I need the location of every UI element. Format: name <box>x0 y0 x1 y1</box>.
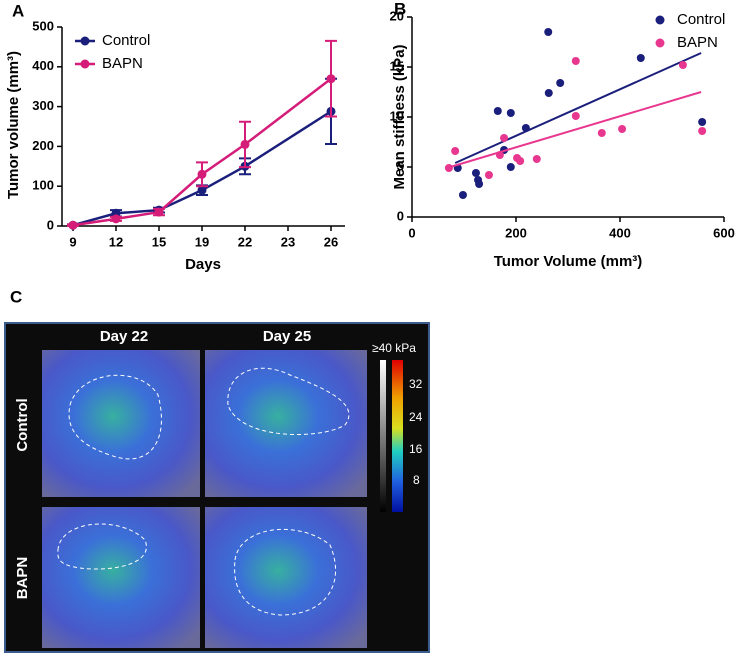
legend-marker <box>80 36 90 46</box>
data-point <box>698 127 707 135</box>
y-tick-label: 0 <box>397 208 404 223</box>
row-label: BAPN <box>14 557 31 600</box>
image-panel: C Day 22 Day 25 Control BAPN ≥40 kPa 32 … <box>4 287 430 653</box>
y-tick-label: 10 <box>390 108 404 123</box>
legend-marker <box>655 15 665 25</box>
panel-label: C <box>10 287 22 306</box>
data-point <box>240 139 250 149</box>
series-line <box>72 110 332 227</box>
colorbar-tick: 32 <box>409 377 423 391</box>
tumor-outline <box>68 374 162 460</box>
data-point <box>597 129 606 137</box>
x-axis-label: Days <box>185 256 221 273</box>
colorbar-tick: 16 <box>409 442 423 456</box>
y-tick-label: 5 <box>397 158 404 173</box>
grayscale-bar <box>380 360 386 512</box>
panel-label: A <box>12 1 24 20</box>
data-point <box>544 28 553 36</box>
data-point <box>197 185 207 195</box>
y-tick-label: 500 <box>32 18 54 33</box>
data-point <box>154 207 164 217</box>
data-point <box>571 112 580 120</box>
x-tick-label: 400 <box>609 225 631 240</box>
legend-marker <box>80 59 90 69</box>
column-label: Day 22 <box>100 328 148 345</box>
data-point <box>506 163 515 171</box>
data-point <box>484 171 493 179</box>
x-tick-label: 22 <box>238 234 252 249</box>
data-point <box>516 157 525 165</box>
trend-line <box>454 52 702 164</box>
legend-label: Control <box>677 11 725 28</box>
x-tick-label: 600 <box>713 225 735 240</box>
colorbar-title: ≥40 kPa <box>372 341 416 355</box>
y-tick-label: 100 <box>32 178 54 193</box>
colorbar-tick: 8 <box>413 473 420 487</box>
colorbar-tick: 24 <box>409 410 423 424</box>
x-tick-label: 26 <box>324 234 338 249</box>
data-point <box>506 109 515 117</box>
x-tick-label: 19 <box>195 234 209 249</box>
y-tick-label: 200 <box>32 138 54 153</box>
image <box>205 350 367 497</box>
column-label: Day 25 <box>263 328 311 345</box>
legend-marker <box>655 38 665 48</box>
image <box>42 507 200 648</box>
y-tick-label: 400 <box>32 58 54 73</box>
y-tick-label: 20 <box>390 8 404 23</box>
x-tick-label: 200 <box>505 225 527 240</box>
y-tick-label: 0 <box>47 217 54 232</box>
data-point <box>532 155 541 163</box>
y-tick-label: 300 <box>32 98 54 113</box>
data-point <box>451 147 460 155</box>
data-point <box>68 220 78 230</box>
series-line <box>72 77 332 227</box>
image <box>205 507 367 648</box>
data-point <box>636 54 645 62</box>
data-point <box>197 169 207 179</box>
data-point <box>544 89 553 97</box>
y-axis-label: Mean stiffness (kPa) <box>391 44 408 189</box>
data-point <box>556 79 565 87</box>
x-tick-label: 15 <box>152 234 166 249</box>
data-point <box>618 125 627 133</box>
data-point <box>111 214 121 224</box>
data-point <box>475 180 484 188</box>
tumor-outline <box>227 367 350 436</box>
x-axis-label: Tumor Volume (mm³) <box>494 253 643 270</box>
row-label: Control <box>14 398 31 451</box>
x-tick-label: 0 <box>408 225 415 240</box>
data-point <box>500 134 509 142</box>
y-axis-label: Tumor volume (mm³) <box>5 51 22 199</box>
data-point <box>678 61 687 69</box>
legend-label: BAPN <box>102 55 143 72</box>
data-point <box>571 57 580 65</box>
colorbar <box>392 360 403 512</box>
data-point <box>471 169 480 177</box>
panel-label: B <box>394 0 406 18</box>
trend-line <box>446 91 702 169</box>
x-tick-label: 9 <box>69 234 76 249</box>
data-point <box>326 74 336 84</box>
image <box>42 350 200 497</box>
x-tick-label: 23 <box>281 234 295 249</box>
y-tick-label: 15 <box>390 58 404 73</box>
data-point <box>493 107 502 115</box>
data-point <box>698 118 707 126</box>
x-tick-label: 12 <box>109 234 123 249</box>
data-point <box>458 191 467 199</box>
legend-label: Control <box>102 32 150 49</box>
tumor-outline <box>234 528 337 616</box>
legend-label: BAPN <box>677 34 718 51</box>
